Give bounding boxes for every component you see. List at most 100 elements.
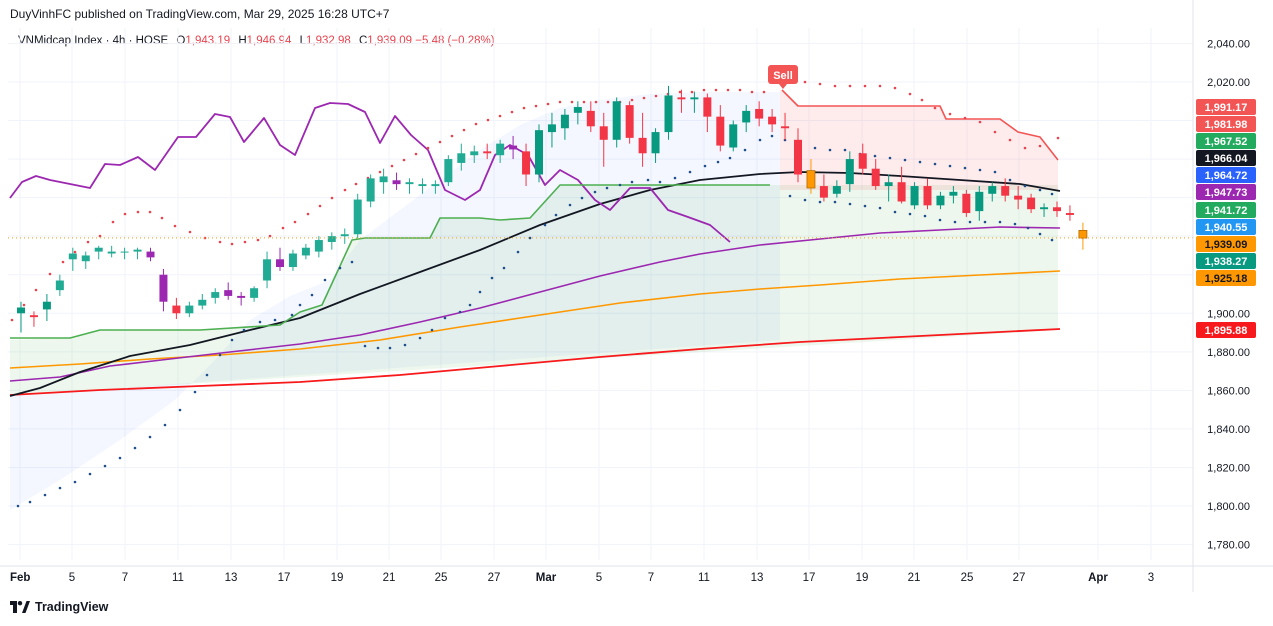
- sar-dot-low: [388, 346, 392, 350]
- candle-body: [1040, 207, 1049, 210]
- price-tag-text: 1,966.04: [1205, 153, 1249, 165]
- sar-dot-low: [58, 486, 62, 490]
- price-tick-label: 1,780.00: [1207, 540, 1250, 552]
- candlesticks: [17, 85, 1088, 333]
- sar-dot-high: [256, 238, 260, 242]
- time-tick-label: Feb: [10, 572, 30, 584]
- candle-body: [301, 247, 310, 256]
- sar-dot-low: [242, 328, 246, 332]
- candle-body: [819, 186, 828, 198]
- price-tick-label: 2,040.00: [1207, 38, 1250, 50]
- price-tag: 1,947.73: [1196, 184, 1256, 200]
- price-tag-text: 1,940.55: [1205, 222, 1248, 234]
- candle-body: [573, 107, 582, 113]
- candle-body: [1014, 195, 1023, 200]
- candle-body: [288, 253, 297, 268]
- sar-dot-low: [418, 336, 422, 340]
- ema-purple-line: [9, 226, 1061, 382]
- sar-dot-high: [933, 106, 937, 110]
- sar-dot-low: [218, 353, 222, 357]
- candle-body: [949, 191, 958, 196]
- sar-dot-low: [968, 220, 972, 224]
- sar-dot-mid: [716, 160, 720, 164]
- price-tag-text: 1,925.18: [1205, 273, 1248, 285]
- price-tag: 1,991.17: [1196, 99, 1256, 115]
- candle-body: [794, 139, 802, 175]
- sar-dot-low: [528, 236, 532, 240]
- candle-body: [250, 288, 259, 298]
- sar-dot-low: [338, 266, 342, 270]
- sar-dot-high: [582, 100, 586, 104]
- sar-dot-high: [462, 128, 466, 132]
- candle-body: [522, 151, 531, 175]
- sar-dot-high: [510, 110, 514, 114]
- candle-body: [470, 151, 479, 156]
- time-axis: Feb 5 7 11 13 17 19 21 25 27 Mar 5 7 11 13 17 19 21 25 27 Ap…: [0, 565, 1273, 584]
- sar-dot-high: [630, 98, 634, 102]
- sar-dot-mid: [993, 170, 997, 174]
- sar-dot-low: [543, 223, 547, 227]
- time-tick-label: 5: [69, 572, 75, 584]
- sar-dot-high: [173, 224, 177, 228]
- candle-body: [923, 186, 932, 206]
- sar-dot-low: [848, 202, 852, 206]
- candle-body: [146, 251, 155, 258]
- sar-dot-mid: [948, 164, 952, 168]
- time-tick-label: 3: [1148, 572, 1154, 584]
- sell-signal-label: Sell: [768, 65, 798, 89]
- sar-dot-high: [833, 84, 837, 88]
- price-tag-text: 1,939.09: [1205, 239, 1248, 251]
- high-value: 1,946.94: [246, 35, 292, 47]
- sar-dot-mid: [813, 146, 817, 150]
- candle-body: [535, 130, 543, 175]
- candle-body: [742, 110, 751, 123]
- candle-body: [1078, 229, 1088, 239]
- price-chart[interactable]: Sell 2,040.00 2,020.00 1,900.00 1,880.00 1,8…: [0, 0, 1273, 600]
- price-tag: 1,938.27: [1196, 253, 1256, 269]
- candle-body: [858, 153, 867, 169]
- sar-dot-mid: [758, 138, 762, 142]
- time-tick-label: 27: [488, 572, 501, 584]
- price-tick-label: 1,840.00: [1207, 424, 1250, 436]
- candle-body: [781, 126, 790, 129]
- sar-dot-high: [218, 240, 222, 244]
- sar-dot-low: [646, 178, 650, 182]
- close-value: 1,939.09: [367, 35, 413, 47]
- sar-dot-low: [443, 316, 447, 320]
- close-label: C: [358, 35, 368, 47]
- price-tick-label: 1,900.00: [1207, 308, 1250, 320]
- chart-legend: VNMidcap Index · 4h · HOSE O1,943.19 H1,…: [18, 35, 495, 47]
- sar-dot-low: [953, 220, 957, 224]
- price-tag-box: [1196, 270, 1256, 286]
- price-tag-text: 1,967.52: [1205, 136, 1248, 148]
- symbol-label[interactable]: VNMidcap Index · 4h · HOSE: [18, 35, 169, 47]
- tradingview-brand[interactable]: TradingView: [10, 600, 108, 614]
- price-tag-text: 1,991.17: [1205, 102, 1248, 114]
- sar-dot-low: [430, 328, 434, 332]
- candle-body: [871, 168, 880, 187]
- time-tick-label: 13: [225, 572, 238, 584]
- candle-body: [988, 186, 997, 194]
- sar-dot-low: [88, 472, 92, 476]
- sar-dot-high: [534, 104, 538, 108]
- sar-dot-high: [702, 88, 706, 92]
- sar-dot-mid: [1023, 184, 1027, 188]
- sar-dot-high: [330, 196, 334, 200]
- sar-dot-low: [133, 446, 137, 450]
- price-tag: 1,939.09: [1196, 236, 1256, 252]
- sar-dot-high: [1023, 146, 1027, 150]
- blue-cloud-fill: [10, 92, 780, 510]
- sar-dot-high: [570, 100, 574, 104]
- sar-dot-low: [568, 203, 572, 207]
- sar-dot-high: [188, 230, 192, 234]
- ema-orange-line: [9, 270, 1061, 369]
- sar-dot-high: [738, 88, 742, 92]
- time-tick-label: 17: [278, 572, 291, 584]
- sar-dot-high: [281, 226, 285, 230]
- sar-dot-high: [354, 182, 358, 186]
- low-value: 1,932.98: [306, 35, 351, 47]
- ema-red-line: [9, 328, 1061, 396]
- sar-dot-low: [376, 346, 380, 350]
- price-tag-box: [1196, 202, 1256, 218]
- sar-dot-high: [160, 216, 164, 220]
